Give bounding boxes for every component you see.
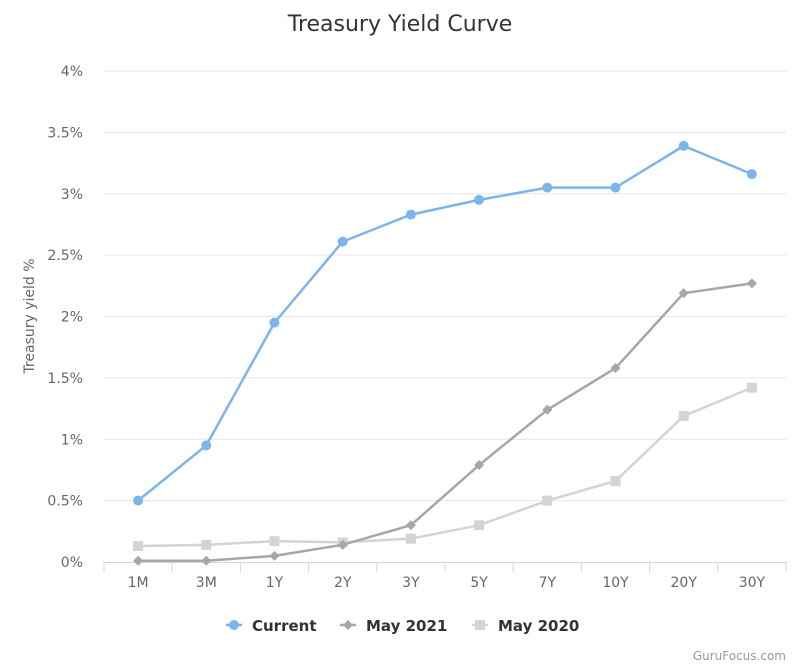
data-point-current	[405, 209, 416, 220]
series-line-may-2021	[136, 282, 754, 563]
y-tick-label: 0.5%	[47, 494, 83, 510]
data-point-current	[269, 317, 280, 328]
data-point-may-2020	[405, 533, 416, 544]
data-point-may-2020	[610, 475, 621, 486]
legend-label: May 2021	[366, 617, 447, 635]
legend-label: May 2020	[498, 617, 579, 635]
y-axis-title: Treasury yield %	[22, 258, 38, 374]
y-tick-label: 3.5%	[47, 125, 83, 141]
data-point-may-2021	[405, 520, 416, 531]
data-point-may-2020	[474, 520, 485, 531]
data-point-may-2021	[610, 363, 621, 374]
legend-marker-may-2021	[343, 620, 353, 630]
x-tick-label: 5Y	[470, 575, 488, 591]
data-point-current	[201, 440, 212, 451]
data-point-may-2020	[201, 539, 212, 550]
legend[interactable]: Current May 2021 May 2020	[226, 617, 579, 635]
series-may-2021	[133, 278, 757, 566]
grid-lines	[104, 70, 786, 502]
y-tick-label: 2.5%	[47, 248, 83, 264]
credit-label[interactable]: GuruFocus.com	[693, 649, 786, 663]
y-axis-ticks: 0% 0.5% 1% 1.5% 2% 2.5% 3% 3.5% 4%	[47, 64, 83, 571]
legend-item-may-2020[interactable]: May 2020	[472, 617, 579, 635]
x-tick-label: 7Y	[539, 575, 557, 591]
data-point-current	[678, 140, 689, 151]
x-tick-label: 3Y	[402, 575, 420, 591]
legend-label: Current	[252, 617, 317, 635]
series-line-may-2020	[136, 386, 754, 548]
x-tick-label: 3M	[196, 575, 217, 591]
data-point-current	[474, 194, 485, 205]
legend-item-current[interactable]: Current	[226, 617, 317, 635]
legend-marker-may-2020	[475, 620, 485, 630]
x-tick-label: 10Y	[602, 575, 629, 591]
data-point-may-2021	[746, 278, 757, 289]
data-point-may-2021	[201, 555, 212, 566]
data-point-may-2021	[269, 550, 280, 561]
y-tick-label: 1.5%	[47, 371, 83, 387]
data-point-may-2021	[474, 460, 485, 471]
x-tick-label: 20Y	[671, 575, 698, 591]
data-point-may-2020	[746, 382, 757, 393]
data-point-current	[542, 182, 553, 193]
y-tick-label: 1%	[61, 432, 83, 448]
y-tick-label: 2%	[61, 310, 83, 326]
data-point-current	[746, 169, 757, 180]
data-point-may-2020	[678, 410, 689, 421]
data-point-may-2021	[337, 539, 348, 550]
x-tick-label: 30Y	[739, 575, 766, 591]
series-current	[133, 140, 757, 506]
x-axis: 1M 3M 1Y 2Y 3Y 5Y 7Y 10Y 20Y 30Y	[103, 562, 787, 591]
data-point-may-2020	[269, 536, 280, 547]
data-point-current	[610, 182, 621, 193]
data-point-current	[133, 495, 144, 506]
x-tick-label: 1Y	[266, 575, 284, 591]
chart-title: Treasury Yield Curve	[287, 12, 513, 37]
data-point-may-2021	[678, 288, 689, 299]
series-line-current	[136, 144, 754, 502]
y-tick-label: 3%	[61, 187, 83, 203]
data-point-may-2020	[542, 495, 553, 506]
series-may-2020	[133, 382, 757, 552]
data-point-may-2021	[542, 404, 553, 415]
legend-item-may-2021[interactable]: May 2021	[340, 617, 447, 635]
x-tick-label: 1M	[128, 575, 149, 591]
series-group	[133, 140, 757, 566]
data-point-may-2020	[133, 541, 144, 552]
data-point-current	[337, 236, 348, 247]
y-tick-label: 4%	[61, 64, 83, 80]
y-tick-label: 0%	[61, 555, 83, 571]
legend-marker-current	[229, 620, 239, 630]
x-tick-label: 2Y	[334, 575, 352, 591]
data-point-may-2021	[133, 555, 144, 566]
